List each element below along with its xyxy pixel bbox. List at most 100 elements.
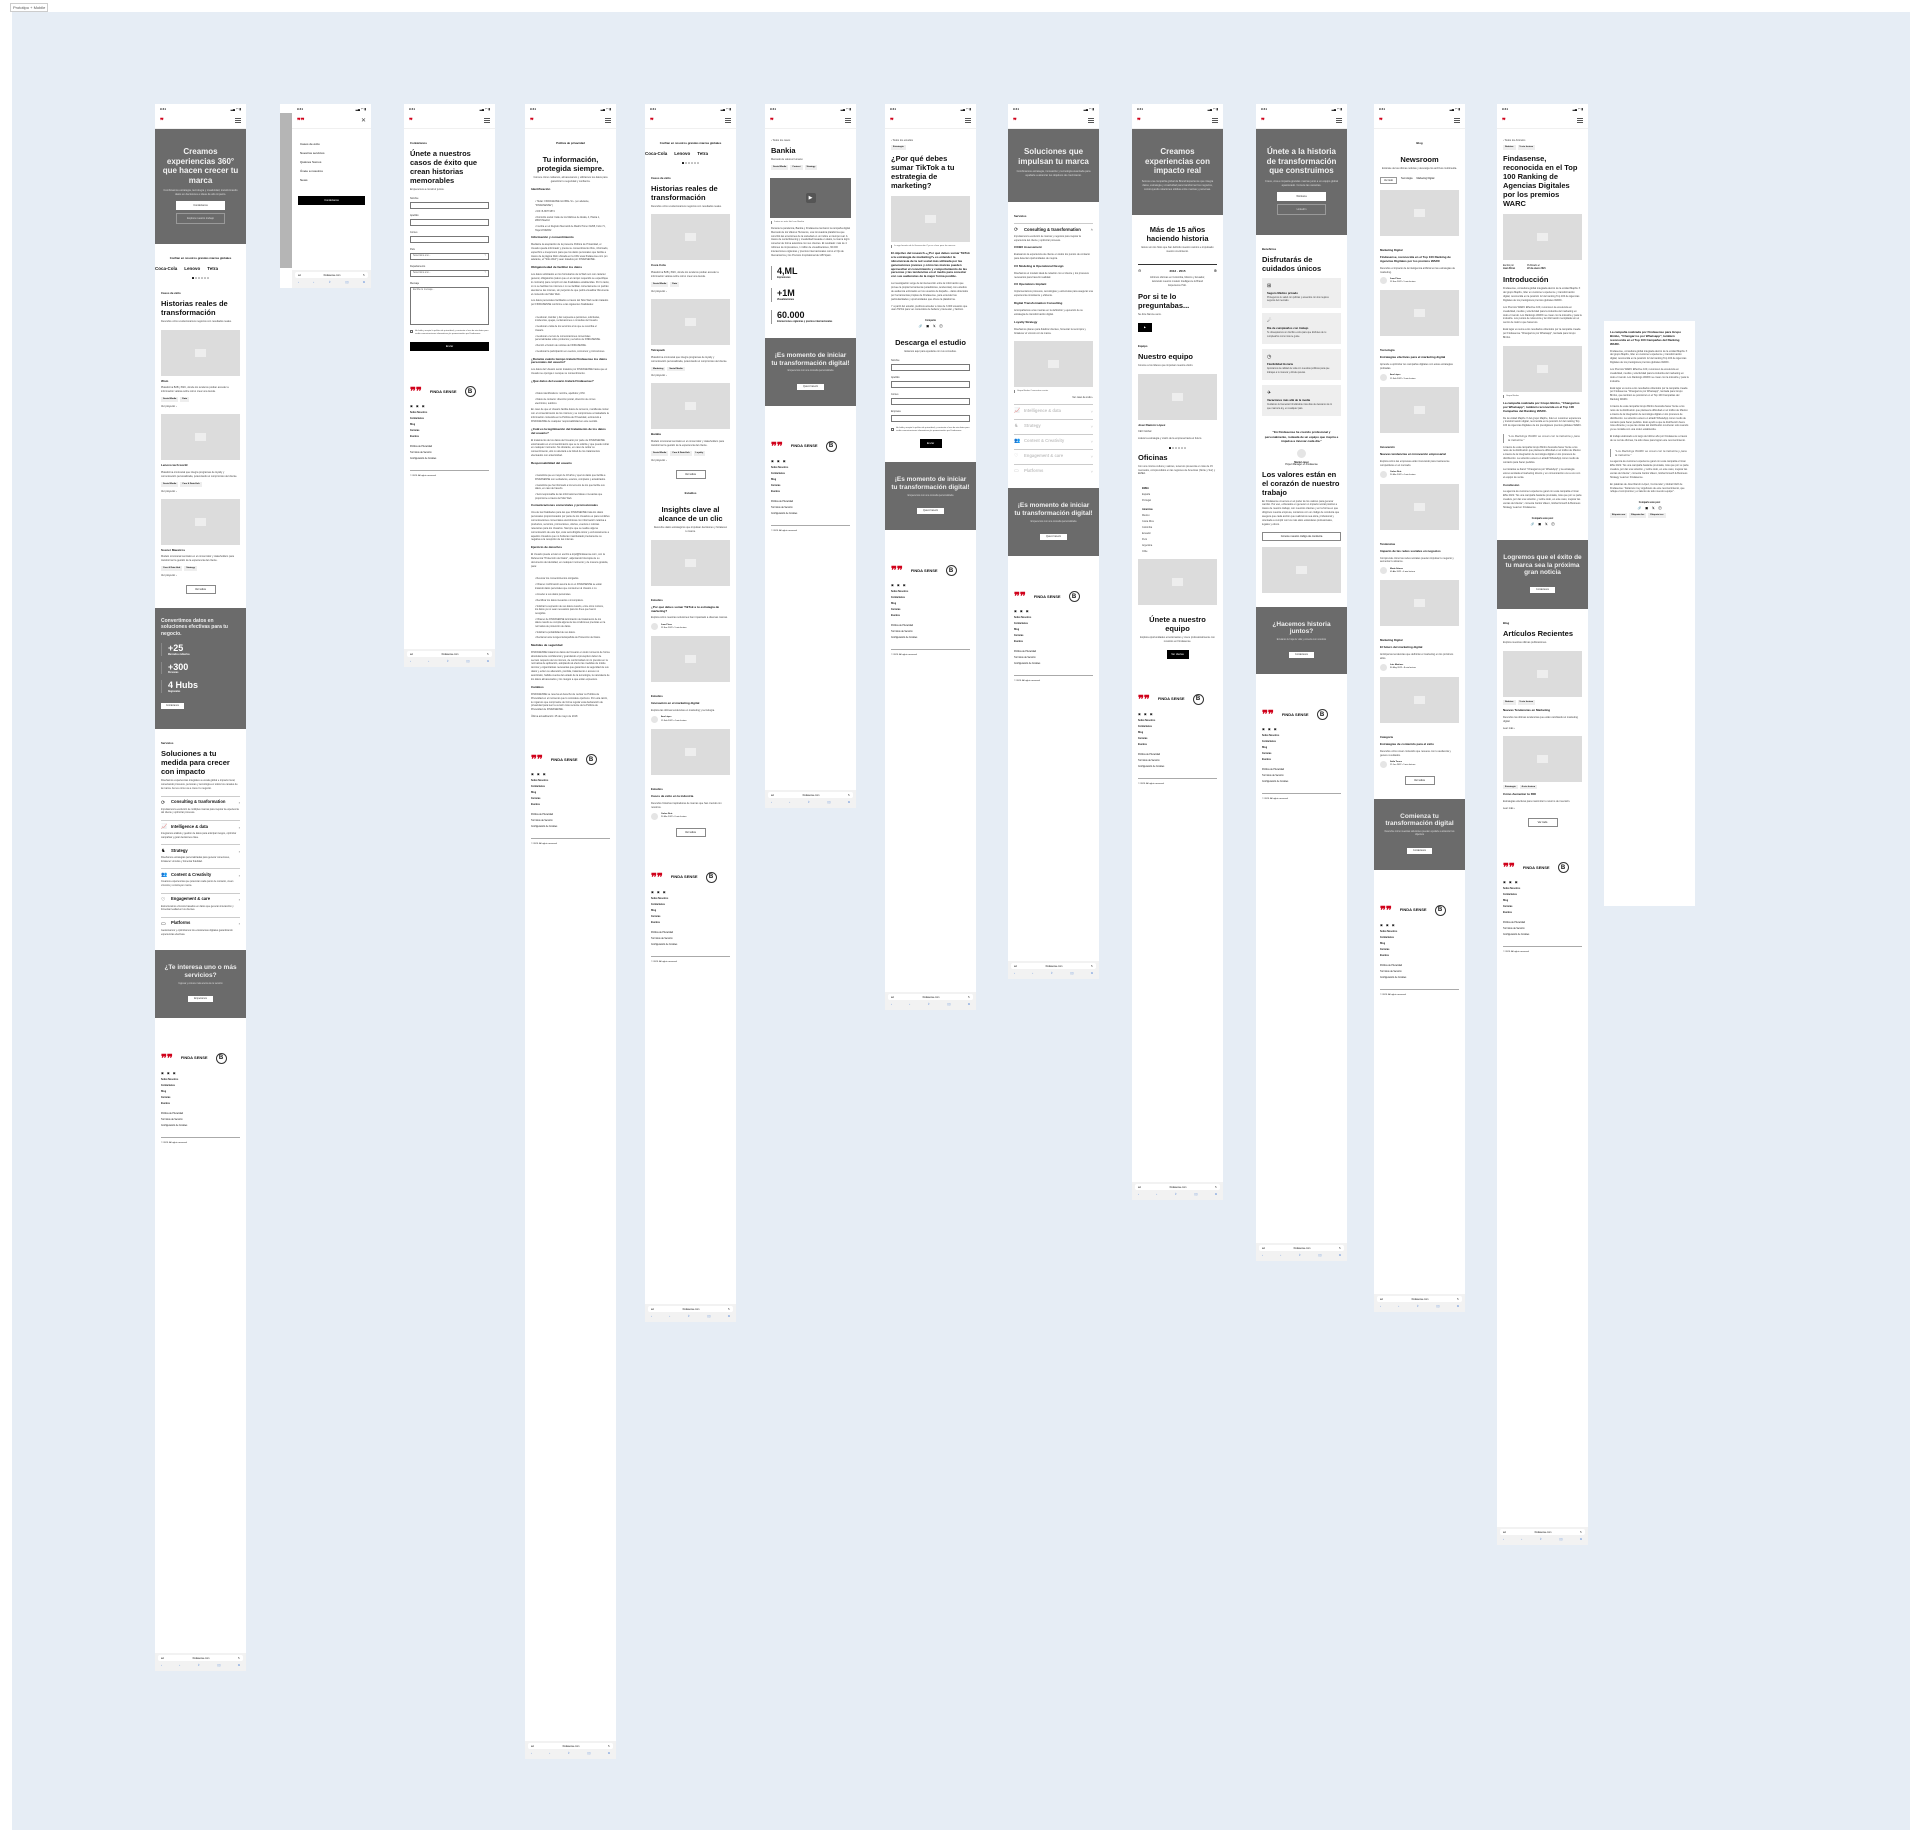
hamburger-menu-icon[interactable]: [484, 118, 490, 123]
chevron-icon[interactable]: ˅: [1090, 423, 1093, 429]
bookmarks-icon[interactable]: ▯▯: [1318, 1253, 1322, 1257]
linkedin-icon[interactable]: ▣: [1385, 922, 1389, 927]
service-header[interactable]: ♞ Strategy ˅: [1014, 423, 1093, 429]
x-icon[interactable]: 𝕏: [933, 324, 936, 329]
view-link[interactable]: Leer más ›: [1503, 726, 1515, 730]
arrow-right-icon[interactable]: ⊕: [1213, 268, 1217, 274]
instagram-icon[interactable]: ▣: [651, 889, 654, 894]
legal-link[interactable]: Configuración de Cookies: [161, 1124, 188, 1127]
forward-icon[interactable]: ›: [313, 280, 315, 284]
share-icon[interactable]: ⇪: [1416, 1304, 1420, 1308]
youtube-icon[interactable]: ▣: [1273, 727, 1277, 732]
link-icon[interactable]: 🔗: [1530, 521, 1535, 526]
linkedin-icon[interactable]: ▣: [1143, 711, 1147, 716]
footer-link[interactable]: Carreras: [1138, 737, 1148, 740]
bookmarks-icon[interactable]: ▯▯: [466, 659, 470, 663]
legal-link[interactable]: Política de Privacidad: [1380, 964, 1403, 967]
tabs-icon[interactable]: ⧉: [847, 800, 850, 804]
text-input[interactable]: [891, 398, 970, 406]
view-all-button[interactable]: Ver todo: [1527, 818, 1558, 828]
text-size-button[interactable]: aA: [1503, 1530, 1506, 1534]
carousel-dot[interactable]: [204, 277, 206, 279]
share-icon[interactable]: ⇪: [567, 1751, 571, 1755]
legal-link[interactable]: Política de Privacidad: [771, 500, 794, 503]
view-all-button[interactable]: Ver todos: [185, 585, 216, 595]
address-bar[interactable]: aA findasense.com ↻: [158, 1655, 243, 1661]
text-input[interactable]: [891, 381, 970, 389]
brand-logo-icon[interactable]: ❞: [1502, 116, 1506, 125]
footer-link[interactable]: Blog: [891, 603, 897, 606]
legal-link[interactable]: Configuración de Cookies: [1262, 781, 1289, 784]
legal-link[interactable]: Términos de Servicio: [1380, 970, 1402, 973]
hamburger-menu-icon[interactable]: [1336, 118, 1342, 123]
carousel-dot[interactable]: [697, 162, 699, 164]
carousel-dot[interactable]: [207, 277, 209, 279]
view-all-button[interactable]: Ver todos: [675, 469, 706, 479]
hamburger-menu-icon[interactable]: [1577, 118, 1583, 123]
instagram-icon[interactable]: ▣: [531, 772, 534, 776]
service-item[interactable]: ♡ Engagement & care ˅: [1014, 449, 1093, 459]
footer-link[interactable]: Eventos: [531, 804, 540, 806]
linkedin-icon[interactable]: ▣: [1538, 521, 1542, 526]
view-link[interactable]: Ver proyecto ›: [651, 289, 667, 293]
share-icon[interactable]: ⇪: [1539, 1537, 1543, 1541]
footer-link[interactable]: Sobre Nosotros: [1014, 617, 1032, 620]
forward-icon[interactable]: ›: [179, 1663, 181, 1667]
share-icon[interactable]: ⇪: [927, 1002, 931, 1006]
service-header[interactable]: ▭ Platforms ˅: [1014, 468, 1093, 474]
footer-link[interactable]: Contáctanos: [651, 903, 665, 906]
hero-primary-button[interactable]: Contáctanos: [176, 201, 225, 211]
instagram-icon[interactable]: ▣: [1014, 609, 1017, 614]
reload-icon[interactable]: ↻: [727, 1307, 730, 1311]
chevron-right-icon[interactable]: ›: [238, 824, 240, 830]
tabs-icon[interactable]: ⧉: [1090, 971, 1093, 975]
legal-link[interactable]: Política de Privacidad: [1503, 922, 1526, 925]
legal-link[interactable]: Configuración de Cookies: [410, 458, 437, 461]
legal-link[interactable]: Política de Privacidad: [1262, 769, 1285, 772]
footer-link[interactable]: Carreras: [161, 1096, 171, 1099]
youtube-icon[interactable]: ▣: [1025, 609, 1029, 614]
chevron-icon[interactable]: ˅: [1090, 453, 1093, 459]
legal-link[interactable]: Política de Privacidad: [651, 931, 674, 934]
bookmarks-icon[interactable]: ▯▯: [1436, 1304, 1440, 1308]
select-field[interactable]: Selecciona uno... ˅: [410, 269, 489, 277]
view-all-button[interactable]: Ver todos: [675, 827, 706, 837]
legal-link[interactable]: Términos de Servicio: [651, 937, 673, 940]
instagram-icon[interactable]: ▣: [771, 458, 774, 463]
address-bar[interactable]: aA findasense.com ↻: [1259, 1245, 1344, 1251]
legal-link[interactable]: Términos de Servicio: [1014, 657, 1036, 660]
reload-icon[interactable]: ↻: [1338, 1246, 1341, 1250]
video-player[interactable]: ▶: [770, 177, 851, 218]
footer-link[interactable]: Blog: [161, 1090, 167, 1093]
consent-checkbox[interactable]: He leído y acepto la política de privaci…: [404, 330, 495, 336]
view-link[interactable]: Ver proyecto ›: [161, 405, 177, 409]
code-of-conduct-button[interactable]: Conoce nuestro código de conducta: [1262, 531, 1341, 541]
service-header[interactable]: ⟳ Consulting & tranformation ›: [161, 800, 240, 806]
youtube-icon[interactable]: ▣: [172, 1070, 176, 1075]
forward-icon[interactable]: ›: [789, 800, 791, 804]
share-icon[interactable]: ⇪: [1298, 1253, 1302, 1257]
text-input[interactable]: [410, 201, 489, 209]
view-link[interactable]: Ver proyecto ›: [161, 489, 177, 493]
carousel-dot[interactable]: [201, 277, 203, 279]
chevron-right-icon[interactable]: ›: [238, 848, 240, 854]
linkedin-icon[interactable]: ▣: [1267, 727, 1271, 732]
view-link[interactable]: Ver proyecto ›: [651, 374, 667, 378]
bookmarks-icon[interactable]: ▯▯: [707, 1314, 711, 1318]
service-item[interactable]: ♞ Strategy › Diseñamos estrategias personal…: [161, 844, 240, 863]
linkedin-icon[interactable]: ▣: [1508, 880, 1512, 885]
instagram-icon[interactable]: ▣: [161, 1070, 164, 1075]
address-bar[interactable]: aA findasense.com ↻: [888, 994, 973, 1000]
footer-link[interactable]: Blog: [651, 909, 657, 912]
linkedin-icon[interactable]: ▣: [896, 583, 900, 588]
chevron-right-icon[interactable]: ›: [238, 921, 240, 927]
address-bar[interactable]: aA findasense.com ↻: [1500, 1529, 1585, 1535]
text-size-button[interactable]: aA: [1014, 964, 1017, 968]
hero-primary-button[interactable]: Workana: [1277, 191, 1326, 201]
tabs-icon[interactable]: ⧉: [1456, 1304, 1459, 1308]
tabs-icon[interactable]: ⧉: [967, 1002, 970, 1006]
service-item[interactable]: ♞ Strategy ˅: [1014, 419, 1093, 429]
footer-link[interactable]: Eventos: [771, 490, 780, 493]
text-size-button[interactable]: aA: [771, 793, 774, 797]
linkedin-icon[interactable]: ▣: [1645, 506, 1649, 511]
